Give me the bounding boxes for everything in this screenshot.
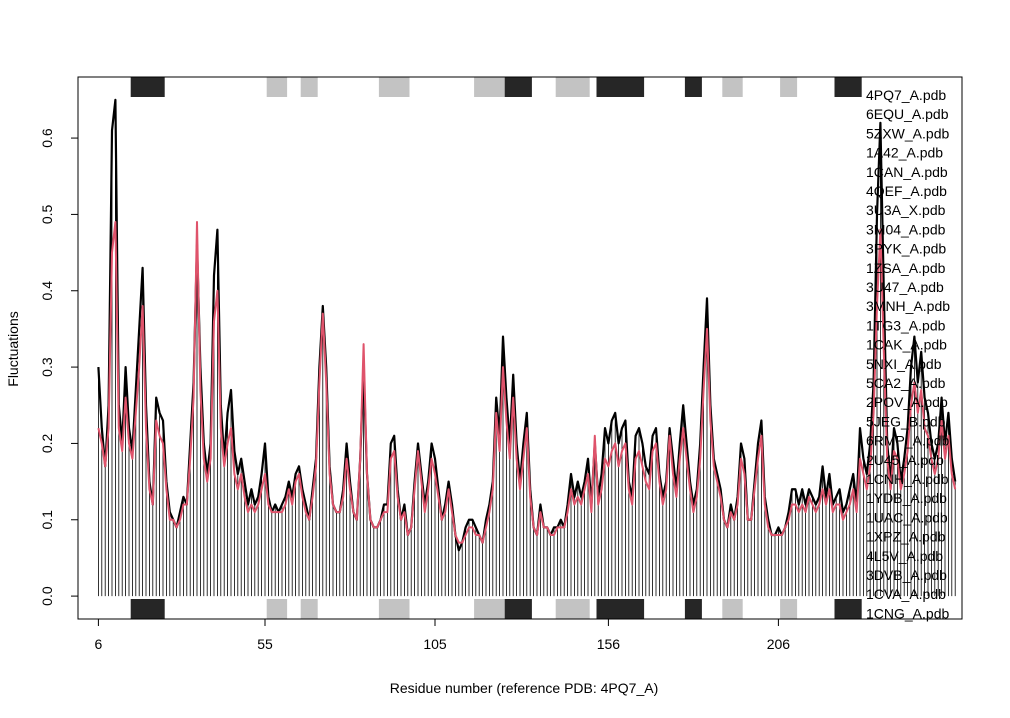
legend-entry-8: 3PYK_A.pdb: [866, 241, 946, 257]
y-tick-label-6: 0.6: [39, 128, 55, 148]
sse-strand-bottom-5: [722, 599, 743, 619]
sse-helix-top-4: [834, 77, 862, 97]
x-tick-label-3: 156: [597, 636, 621, 652]
sse-helix-top-1: [504, 77, 532, 97]
sse-track-top: [130, 77, 862, 97]
legend-entry-5: 4QEF_A.pdb: [866, 183, 947, 199]
y-tick-label-3: 0.3: [39, 357, 55, 377]
legend-entry-7: 3M04_A.pdb: [866, 221, 946, 237]
sse-strand-bottom-1: [300, 599, 318, 619]
legend-entry-16: 2POV_A.pdb: [866, 394, 948, 410]
legend-entry-13: 1CAK_A.pdb: [866, 337, 947, 353]
sse-helix-bottom-2: [596, 599, 645, 619]
legend-entry-6: 3U3A_X.pdb: [866, 202, 946, 218]
x-tick-label-4: 206: [767, 636, 791, 652]
series-line-1: [97, 221, 957, 544]
legend-entry-15: 5CA2_A.pdb: [866, 375, 946, 391]
legend-entry-18: 6RMP_A.pdb: [866, 433, 949, 449]
legend-entry-24: 4L5V_A.pdb: [866, 548, 943, 564]
sse-helix-bottom-4: [834, 599, 862, 619]
legend-entry-23: 1XPZ_A.pdb: [866, 529, 946, 545]
legend-entry-11: 3MNH_A.pdb: [866, 298, 950, 314]
x-tick-label-2: 105: [423, 636, 447, 652]
legend-entry-12: 1TG3_A.pdb: [866, 317, 946, 333]
y-tick-label-4: 0.4: [39, 281, 55, 301]
legend-entry-17: 5JEG_B.pdb: [866, 413, 946, 429]
y-tick-label-0: 0.0: [39, 586, 55, 606]
sse-helix-top-3: [684, 77, 702, 97]
legend-entry-3: 1A42_A.pdb: [866, 145, 943, 161]
sse-helix-top-0: [130, 77, 165, 97]
sse-strand-bottom-0: [266, 599, 288, 619]
fluctuation-bars: [98, 99, 956, 597]
series-lines: [97, 98, 957, 552]
series-line-0: [97, 98, 957, 552]
x-axis-label: Residue number (reference PDB: 4PQ7_A): [390, 680, 658, 696]
sse-helix-bottom-1: [504, 599, 532, 619]
x-tick-label-0: 6: [95, 636, 103, 652]
y-tick-label-1: 0.1: [39, 510, 55, 530]
sse-helix-bottom-0: [130, 599, 165, 619]
legend-entry-2: 5ZXW_A.pdb: [866, 125, 949, 141]
legend-entry-19: 2U45_A.pdb: [866, 452, 944, 468]
y-axis: 0.0 0.1 0.2 0.3 0.4 0.5 0.6: [39, 128, 79, 606]
sse-strand-top-4: [555, 77, 590, 97]
legend-entry-27: 1CNG_A.pdb: [866, 605, 949, 621]
legend-entry-25: 3DVB_A.pdb: [866, 567, 947, 583]
legend-entry-10: 3U47_A.pdb: [866, 279, 944, 295]
sse-strand-top-0: [266, 77, 288, 97]
sse-strand-top-2: [378, 77, 410, 97]
legend: 4PQ7_A.pdb 6EQU_A.pdb 5ZXW_A.pdb 1A42_A.pdb…: [866, 87, 950, 621]
sse-strand-top-1: [300, 77, 318, 97]
legend-entry-4: 1CAN_A.pdb: [866, 164, 948, 180]
sse-helix-top-2: [596, 77, 645, 97]
y-tick-label-5: 0.5: [39, 204, 55, 224]
sse-strand-top-3: [474, 77, 505, 97]
sse-strand-top-6: [780, 77, 798, 97]
legend-entry-1: 6EQU_A.pdb: [866, 106, 949, 122]
sse-strand-bottom-2: [378, 599, 410, 619]
legend-entry-20: 1CNH_A.pdb: [866, 471, 949, 487]
legend-entry-9: 1ZSA_A.pdb: [866, 260, 946, 276]
y-axis-label: Fluctuations: [5, 311, 21, 386]
y-tick-label-2: 0.2: [39, 433, 55, 453]
sse-strand-bottom-3: [474, 599, 505, 619]
legend-entry-21: 1YDB_A.pdb: [866, 490, 947, 506]
sse-strand-top-5: [722, 77, 743, 97]
sse-helix-bottom-3: [684, 599, 702, 619]
x-axis: 6 55 105 156 206: [95, 618, 791, 652]
sse-strand-bottom-6: [780, 599, 798, 619]
legend-entry-26: 1CVA_A.pdb: [866, 586, 946, 602]
sse-strand-bottom-4: [555, 599, 590, 619]
x-tick-label-1: 55: [257, 636, 273, 652]
sse-track-bottom: [130, 599, 862, 619]
legend-entry-14: 5NXI_A.pdb: [866, 356, 942, 372]
legend-entry-0: 4PQ7_A.pdb: [866, 87, 946, 103]
legend-entry-22: 1UAC_A.pdb: [866, 509, 948, 525]
